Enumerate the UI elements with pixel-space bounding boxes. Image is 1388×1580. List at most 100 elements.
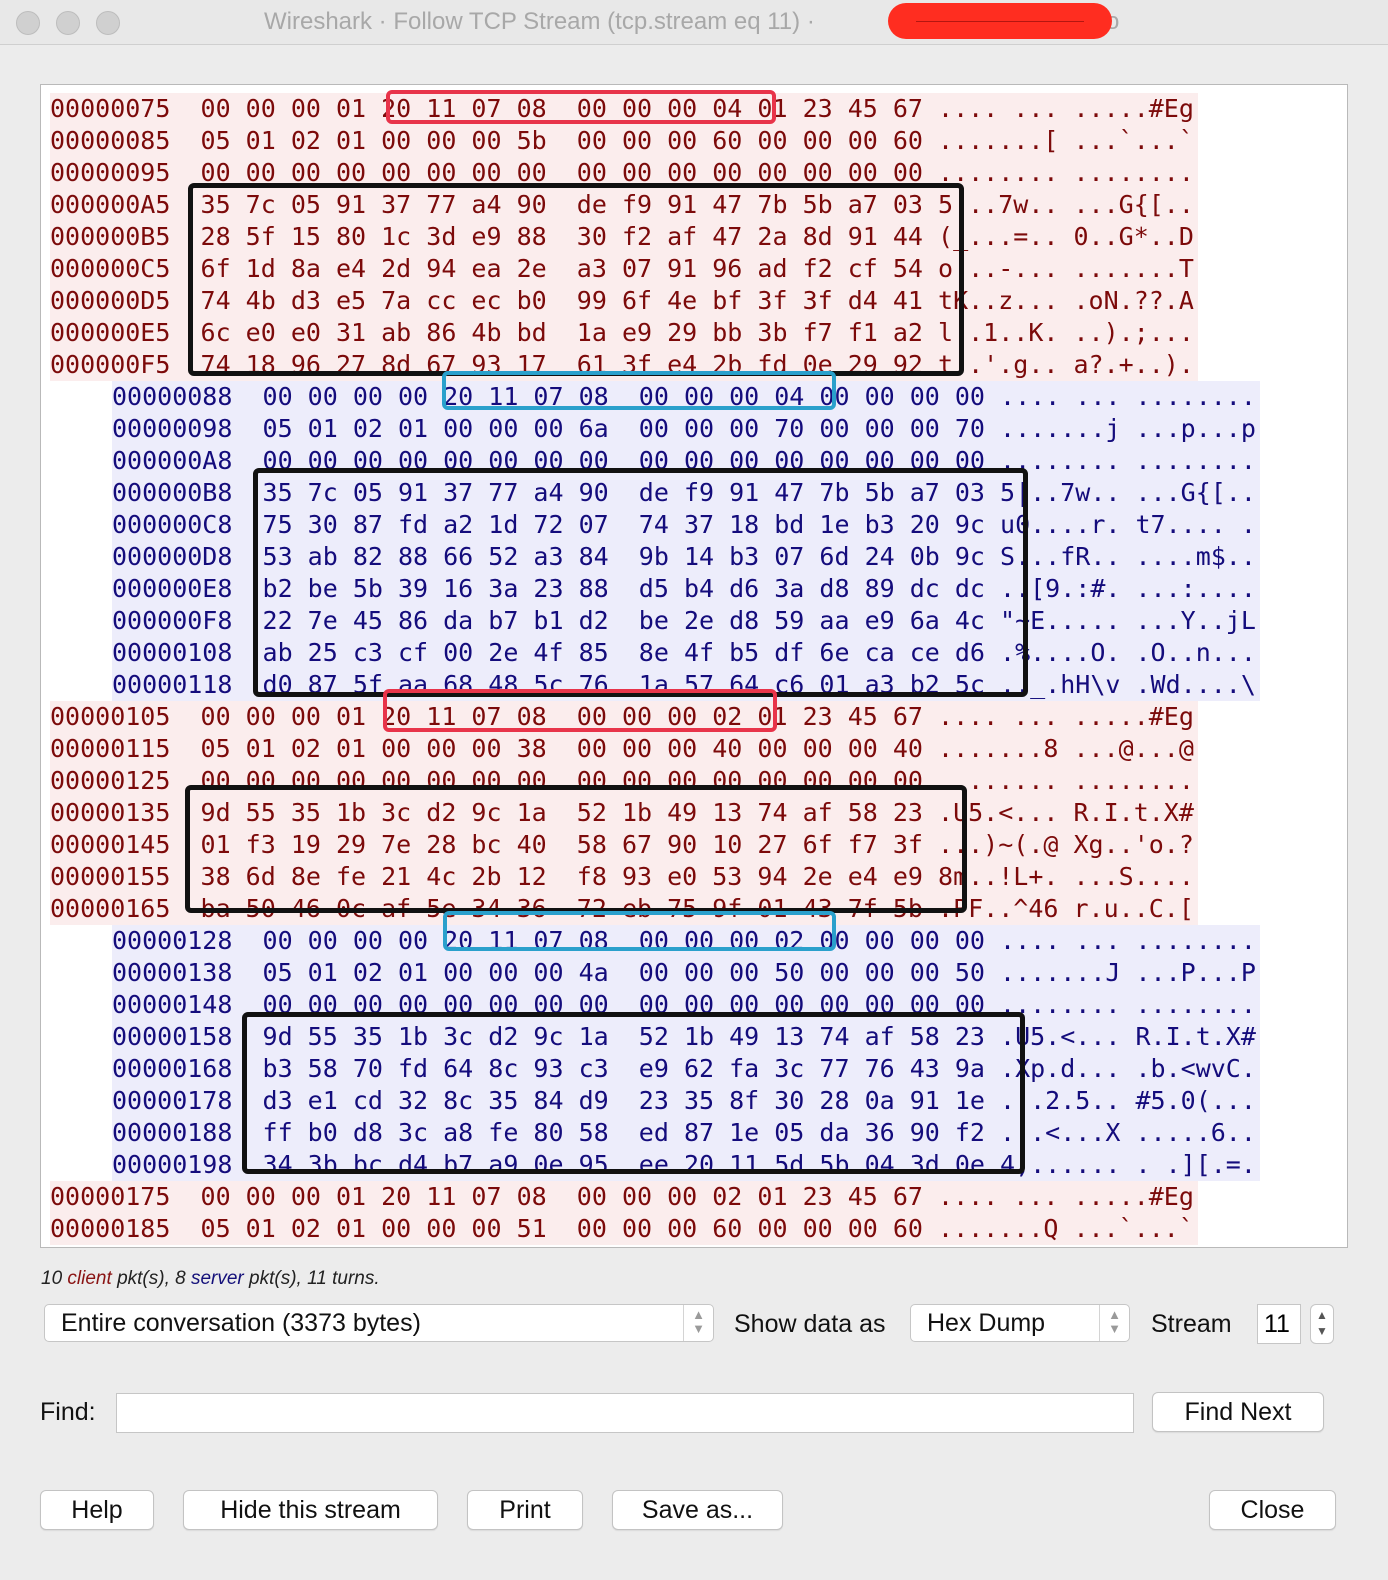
row-text: 00000128 00 00 00 00 20 11 07 08 00 00 0… (112, 925, 1260, 957)
server-row: 00000138 05 01 02 01 00 00 00 4a 00 00 0… (112, 957, 1260, 989)
row-text: 000000B8 35 7c 05 91 37 77 a4 90 de f9 9… (112, 477, 1260, 509)
help-button[interactable]: Help (40, 1490, 154, 1530)
row-text: 000000B5 28 5f 15 80 1c 3d e9 88 30 f2 a… (50, 221, 1198, 253)
row-text: 00000175 00 00 00 01 20 11 07 08 00 00 0… (50, 1181, 1198, 1213)
server-row: 000000A8 00 00 00 00 00 00 00 00 00 00 0… (112, 445, 1260, 477)
client-label: client (67, 1268, 112, 1289)
conversation-select-value: Entire conversation (3373 bytes) (61, 1309, 421, 1337)
row-text: 000000A5 35 7c 05 91 37 77 a4 90 de f9 9… (50, 189, 1198, 221)
find-next-button[interactable]: Find Next (1152, 1392, 1324, 1432)
row-text: 00000115 05 01 02 01 00 00 00 38 00 00 0… (50, 733, 1198, 765)
save-as-button[interactable]: Save as... (612, 1490, 783, 1530)
row-text: 00000148 00 00 00 00 00 00 00 00 00 00 0… (112, 989, 1260, 1021)
client-row: 00000125 00 00 00 00 00 00 00 00 00 00 0… (50, 765, 1260, 797)
client-row: 000000E5 6c e0 e0 31 ab 86 4b bd 1a e9 2… (50, 317, 1260, 349)
row-text: 00000155 38 6d 8e fe 21 4c 2b 12 f8 93 e… (50, 861, 1198, 893)
stepper-down-icon[interactable]: ▼ (1316, 1324, 1328, 1338)
updown-arrows-icon: ▲ ▼ (1099, 1305, 1129, 1341)
client-row: 00000155 38 6d 8e fe 21 4c 2b 12 f8 93 e… (50, 861, 1260, 893)
row-text: 000000E5 6c e0 e0 31 ab 86 4b bd 1a e9 2… (50, 317, 1198, 349)
hide-stream-button[interactable]: Hide this stream (183, 1490, 438, 1530)
client-row: 00000185 05 01 02 01 00 00 00 51 00 00 0… (50, 1213, 1260, 1245)
client-row: 00000165 ba 50 46 0c af 5e 34 36 72 eb 7… (50, 893, 1260, 925)
packet-stats: 10 client pkt(s), 8 server pkt(s), 11 tu… (41, 1268, 380, 1290)
row-text: 000000F5 74 18 96 27 8d 67 93 17 61 3f e… (50, 349, 1198, 381)
server-row: 000000E8 b2 be 5b 39 16 3a 23 88 d5 b4 d… (112, 573, 1260, 605)
row-text: 00000125 00 00 00 00 00 00 00 00 00 00 0… (50, 765, 1198, 797)
stats-tail: pkt(s), 11 turns. (249, 1268, 380, 1289)
row-text: 00000188 ff b0 d8 3c a8 fe 80 58 ed 87 1… (112, 1117, 1260, 1149)
updown-arrows-icon: ▲ ▼ (683, 1305, 713, 1341)
row-text: 00000095 00 00 00 00 00 00 00 00 00 00 0… (50, 157, 1198, 189)
server-row: 00000188 ff b0 d8 3c a8 fe 80 58 ed 87 1… (112, 1117, 1260, 1149)
stream-rows: 00000075 00 00 00 01 20 11 07 08 00 00 0… (50, 93, 1260, 1245)
stats-middle: pkt(s), 8 (117, 1268, 186, 1289)
client-row: 00000075 00 00 00 01 20 11 07 08 00 00 0… (50, 93, 1260, 125)
stream-content-pane[interactable]: 00000075 00 00 00 01 20 11 07 08 00 00 0… (40, 84, 1348, 1248)
find-input[interactable] (116, 1393, 1134, 1433)
row-text: 00000135 9d 55 35 1b 3c d2 9c 1a 52 1b 4… (50, 797, 1198, 829)
stream-number-field[interactable]: 11 (1257, 1304, 1301, 1344)
row-text: 00000088 00 00 00 00 20 11 07 08 00 00 0… (112, 381, 1260, 413)
server-row: 00000198 34 3b bc d4 b7 a9 0e 95 ee 20 1… (112, 1149, 1260, 1181)
conversation-select[interactable]: Entire conversation (3373 bytes) ▲ ▼ (44, 1304, 714, 1342)
client-row: 00000115 05 01 02 01 00 00 00 38 00 00 0… (50, 733, 1260, 765)
minimize-window-button[interactable] (56, 11, 80, 35)
client-row: 00000105 00 00 00 01 20 11 07 08 00 00 0… (50, 701, 1260, 733)
row-text: 000000E8 b2 be 5b 39 16 3a 23 88 d5 b4 d… (112, 573, 1260, 605)
server-row: 00000148 00 00 00 00 00 00 00 00 00 00 0… (112, 989, 1260, 1021)
client-row: 000000F5 74 18 96 27 8d 67 93 17 61 3f e… (50, 349, 1260, 381)
row-text: 00000075 00 00 00 01 20 11 07 08 00 00 0… (50, 93, 1198, 125)
server-row: 000000B8 35 7c 05 91 37 77 a4 90 de f9 9… (112, 477, 1260, 509)
stepper-up-icon[interactable]: ▲ (1316, 1308, 1328, 1322)
client-row: 000000A5 35 7c 05 91 37 77 a4 90 de f9 9… (50, 189, 1260, 221)
show-data-label: Show data as (734, 1310, 886, 1338)
find-label: Find: (40, 1398, 96, 1426)
server-row: 00000118 d0 87 5f aa 68 48 5c 76 1a 57 6… (112, 669, 1260, 701)
client-row: 00000175 00 00 00 01 20 11 07 08 00 00 0… (50, 1181, 1260, 1213)
stream-stepper[interactable]: ▲ ▼ (1310, 1304, 1334, 1344)
client-row: 000000C5 6f 1d 8a e4 2d 94 ea 2e a3 07 9… (50, 253, 1260, 285)
row-text: 00000168 b3 58 70 fd 64 8c 93 c3 e9 62 f… (112, 1053, 1260, 1085)
server-row: 000000D8 53 ab 82 88 66 52 a3 84 9b 14 b… (112, 541, 1260, 573)
server-row: 00000158 9d 55 35 1b 3c d2 9c 1a 52 1b 4… (112, 1021, 1260, 1053)
client-row: 00000095 00 00 00 00 00 00 00 00 00 00 0… (50, 157, 1260, 189)
client-row: 00000085 05 01 02 01 00 00 00 5b 00 00 0… (50, 125, 1260, 157)
row-text: 00000165 ba 50 46 0c af 5e 34 36 72 eb 7… (50, 893, 1198, 925)
server-row: 00000168 b3 58 70 fd 64 8c 93 c3 e9 62 f… (112, 1053, 1260, 1085)
server-row: 000000C8 75 30 87 fd a2 1d 72 07 74 37 1… (112, 509, 1260, 541)
row-text: 00000098 05 01 02 01 00 00 00 6a 00 00 0… (112, 413, 1260, 445)
row-text: 000000D5 74 4b d3 e5 7a cc ec b0 99 6f 4… (50, 285, 1198, 317)
row-text: 000000C8 75 30 87 fd a2 1d 72 07 74 37 1… (112, 509, 1260, 541)
client-row: 000000B5 28 5f 15 80 1c 3d e9 88 30 f2 a… (50, 221, 1260, 253)
server-row: 00000178 d3 e1 cd 32 8c 35 84 d9 23 35 8… (112, 1085, 1260, 1117)
row-text: 000000C5 6f 1d 8a e4 2d 94 ea 2e a3 07 9… (50, 253, 1198, 285)
client-row: 00000145 01 f3 19 29 7e 28 bc 40 58 67 9… (50, 829, 1260, 861)
row-text: 00000085 05 01 02 01 00 00 00 5b 00 00 0… (50, 125, 1198, 157)
row-text: 000000A8 00 00 00 00 00 00 00 00 00 00 0… (112, 445, 1260, 477)
server-row: 00000108 ab 25 c3 cf 00 2e 4f 85 8e 4f b… (112, 637, 1260, 669)
server-row: 00000098 05 01 02 01 00 00 00 6a 00 00 0… (112, 413, 1260, 445)
redaction-mark (888, 3, 1112, 39)
server-label: server (190, 1268, 244, 1289)
close-window-button[interactable] (16, 11, 40, 35)
client-count: 10 (41, 1268, 63, 1289)
row-text: 000000D8 53 ab 82 88 66 52 a3 84 9b 14 b… (112, 541, 1260, 573)
row-text: 00000105 00 00 00 01 20 11 07 08 00 00 0… (50, 701, 1198, 733)
show-data-select[interactable]: Hex Dump ▲ ▼ (910, 1304, 1130, 1342)
window-title: Wireshark · Follow TCP Stream (tcp.strea… (264, 8, 815, 35)
row-text: 00000185 05 01 02 01 00 00 00 51 00 00 0… (50, 1213, 1198, 1245)
server-row: 000000F8 22 7e 45 86 da b7 b1 d2 be 2e d… (112, 605, 1260, 637)
print-button[interactable]: Print (467, 1490, 583, 1530)
row-text: 00000158 9d 55 35 1b 3c d2 9c 1a 52 1b 4… (112, 1021, 1260, 1053)
row-text: 00000118 d0 87 5f aa 68 48 5c 76 1a 57 6… (112, 669, 1260, 701)
stream-label: Stream (1151, 1310, 1232, 1338)
server-row: 00000128 00 00 00 00 20 11 07 08 00 00 0… (112, 925, 1260, 957)
server-row: 00000088 00 00 00 00 20 11 07 08 00 00 0… (112, 381, 1260, 413)
close-button[interactable]: Close (1209, 1490, 1336, 1530)
row-text: 00000198 34 3b bc d4 b7 a9 0e 95 ee 20 1… (112, 1149, 1260, 1181)
row-text: 00000178 d3 e1 cd 32 8c 35 84 d9 23 35 8… (112, 1085, 1260, 1117)
row-text: 00000145 01 f3 19 29 7e 28 bc 40 58 67 9… (50, 829, 1198, 861)
show-data-select-value: Hex Dump (927, 1309, 1046, 1337)
zoom-window-button[interactable] (96, 11, 120, 35)
